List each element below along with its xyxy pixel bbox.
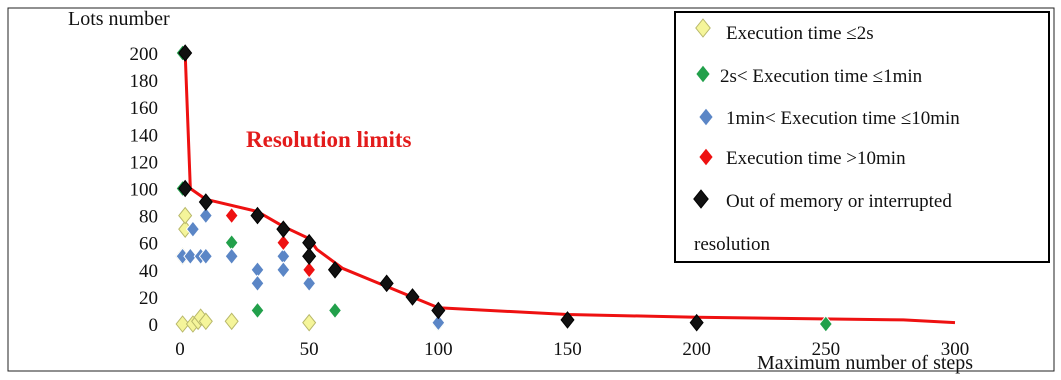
data-point — [276, 233, 291, 252]
data-point — [431, 313, 446, 332]
data-point — [198, 193, 213, 211]
data-point — [185, 220, 200, 238]
data-point — [379, 274, 394, 293]
data-point — [302, 274, 317, 293]
data-point — [250, 274, 265, 293]
data-point — [224, 312, 239, 331]
data-point — [327, 260, 343, 279]
data-points — [175, 44, 833, 333]
data-point — [224, 206, 239, 225]
x-tick-label: 150 — [553, 339, 582, 360]
legend-marker — [693, 189, 709, 209]
legend-marker — [695, 64, 711, 84]
data-point — [276, 220, 291, 238]
data-point — [198, 247, 213, 266]
legend-label: 2s< Execution time ≤1min — [720, 66, 923, 87]
data-point — [224, 247, 239, 266]
legend-label: Execution time ≤2s — [726, 23, 874, 44]
data-point — [250, 206, 265, 225]
legend-box — [674, 11, 1050, 263]
data-point — [818, 315, 833, 333]
data-point — [198, 312, 213, 331]
y-tick-label: 0 — [149, 315, 159, 336]
y-axis-title: Lots number — [68, 8, 170, 30]
legend: Execution time ≤2s 2s< Execution time ≤1m… — [674, 11, 1050, 263]
data-point — [250, 301, 265, 320]
legend-label: Execution time >10min — [726, 148, 906, 169]
legend-label: Out of memory or interrupted — [726, 191, 952, 212]
y-tick-labels: 0 20 40 60 80 100 120 140 160 180 200 — [130, 44, 159, 336]
x-tick-label: 250 — [812, 339, 841, 360]
y-tick-label: 20 — [139, 288, 158, 309]
resolution-limits-annotation: Resolution limits — [246, 127, 412, 152]
data-point — [431, 301, 446, 320]
data-point — [689, 313, 704, 332]
x-axis-title: Maximum number of steps — [757, 352, 973, 374]
data-point — [405, 288, 420, 306]
x-tick-label: 200 — [682, 339, 711, 360]
data-point — [175, 315, 190, 333]
data-point — [276, 260, 291, 279]
y-tick-label: 120 — [130, 152, 159, 173]
y-tick-label: 80 — [139, 207, 158, 228]
y-tick-label: 200 — [130, 44, 159, 65]
x-tick-label: 300 — [941, 339, 970, 360]
legend-label-continued: resolution — [694, 234, 770, 255]
x-tick-label: 0 — [175, 339, 185, 360]
y-tick-label: 160 — [130, 98, 159, 119]
x-tick-label: 50 — [300, 339, 319, 360]
legend-marker — [698, 147, 714, 167]
x-tick-labels: 0 50 100 150 200 250 300 — [175, 339, 969, 360]
data-point — [327, 301, 343, 320]
y-tick-label: 100 — [130, 180, 159, 201]
data-point — [560, 311, 575, 329]
data-point — [178, 44, 193, 62]
legend-marker — [698, 107, 714, 127]
data-point — [198, 206, 213, 225]
data-point — [178, 206, 193, 225]
x-tick-label: 100 — [424, 339, 453, 360]
data-point — [302, 247, 317, 266]
y-tick-label: 180 — [130, 71, 159, 92]
data-point — [178, 179, 193, 198]
y-tick-label: 60 — [139, 234, 158, 255]
legend-label: 1min< Execution time ≤10min — [726, 108, 960, 129]
data-point — [183, 247, 198, 266]
y-tick-label: 40 — [139, 261, 158, 282]
data-point — [302, 313, 317, 332]
y-tick-label: 140 — [130, 125, 159, 146]
legend-items: Execution time ≤2s 2s< Execution time ≤1m… — [693, 18, 960, 255]
data-point — [302, 260, 317, 279]
legend-marker — [695, 18, 711, 38]
